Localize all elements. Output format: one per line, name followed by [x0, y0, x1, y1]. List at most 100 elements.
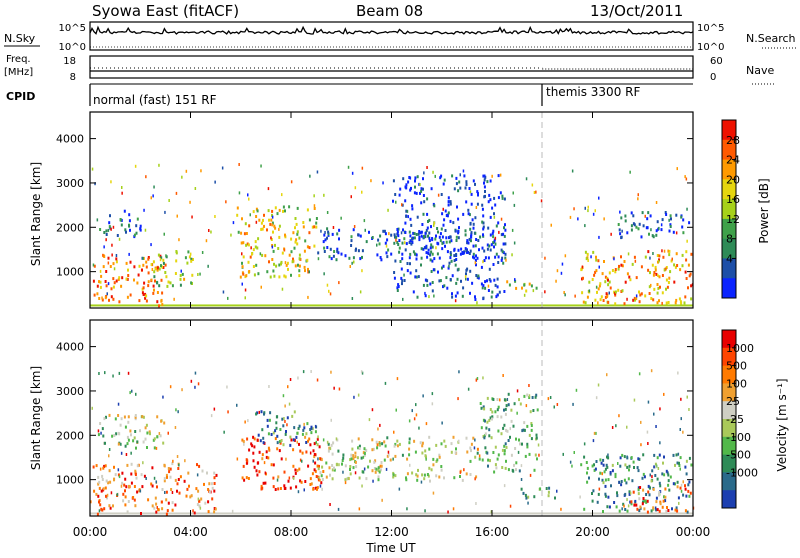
power-cell	[323, 250, 326, 253]
freq-tick-bottom: 8	[70, 72, 76, 83]
velocity-cell	[151, 466, 154, 470]
power-ylabel: Slant Range [km]	[29, 162, 43, 266]
velocity-cell	[208, 490, 211, 494]
velocity-cell	[195, 487, 198, 491]
power-cell	[680, 215, 683, 219]
velocity-cell	[132, 496, 135, 499]
velocity-cell	[510, 419, 513, 423]
velocity-noise-cell	[516, 389, 519, 393]
velocity-cell	[256, 438, 259, 442]
velocity-cell	[267, 456, 270, 460]
velocity-cell	[316, 464, 319, 468]
velocity-cell	[421, 473, 424, 477]
power-cell	[266, 270, 269, 274]
power-cell	[493, 240, 496, 244]
velocity-cell	[253, 437, 256, 441]
velocity-cell	[177, 467, 180, 470]
power-noise-cell	[531, 183, 534, 187]
power-noise-cell	[313, 204, 316, 208]
power-cell	[503, 234, 506, 238]
power-noise-cell	[403, 273, 405, 277]
velocity-cell	[97, 475, 100, 479]
velocity-noise-cell	[396, 377, 399, 381]
power-cell	[665, 301, 668, 305]
power-cell	[323, 233, 326, 237]
velocity-cell	[108, 413, 111, 417]
power-noise-cell	[544, 290, 546, 294]
power-noise-cell	[361, 269, 363, 273]
velocity-cell	[637, 457, 640, 461]
velocity-noise-cell	[284, 404, 286, 408]
velocity-cell	[210, 482, 213, 486]
power-cell	[422, 194, 425, 197]
power-cell	[258, 218, 261, 222]
velocity-cell	[625, 481, 628, 485]
power-cell	[449, 219, 452, 223]
power-heatmap	[90, 163, 694, 308]
velocity-cell	[142, 415, 145, 419]
power-cell	[489, 198, 492, 202]
velocity-cell	[279, 428, 282, 431]
power-cell	[482, 221, 485, 225]
power-cell	[470, 235, 473, 239]
power-cell	[405, 242, 408, 246]
velocity-cell	[405, 478, 408, 482]
power-cell	[379, 234, 382, 238]
power-noise-cell	[207, 264, 209, 268]
velocity-cell	[104, 464, 107, 468]
power-cell	[584, 301, 587, 305]
power-noise-cell	[328, 289, 330, 293]
power-cell	[242, 241, 245, 245]
power-cell	[408, 230, 411, 234]
power-noise-cell	[173, 297, 175, 301]
velocity-noise-cell	[651, 475, 653, 479]
velocity-cell	[440, 465, 443, 468]
power-noise-cell	[511, 228, 514, 232]
power-cell	[420, 256, 423, 260]
velocity-cell	[454, 451, 457, 455]
velocity-noise-cell	[607, 453, 609, 457]
power-noise-cell	[353, 225, 356, 228]
power-ytick-label: 2000	[56, 221, 84, 234]
velocity-cell	[539, 487, 542, 491]
power-cell	[405, 214, 408, 218]
velocity-cell	[108, 504, 111, 508]
power-cell	[422, 177, 424, 181]
velocity-noise-cell	[100, 431, 102, 435]
velocity-noise-cell	[360, 370, 363, 374]
power-cell	[296, 242, 299, 246]
velocity-noise-cell	[176, 455, 179, 458]
velocity-noise-cell	[398, 487, 401, 491]
power-cell	[153, 275, 156, 279]
power-noise-cell	[650, 228, 652, 232]
power-noise-cell	[101, 296, 103, 300]
power-noise-cell	[232, 221, 235, 225]
power-cell	[472, 179, 475, 183]
power-noise-cell	[465, 277, 467, 281]
power-noise-cell	[686, 207, 688, 211]
velocity-cell	[373, 460, 376, 464]
power-noise-cell	[194, 187, 197, 190]
velocity-cell	[140, 512, 142, 515]
power-cell	[460, 279, 462, 283]
velocity-cell	[102, 434, 105, 438]
velocity-noise-cell	[127, 371, 130, 375]
velocity-noise-cell	[452, 507, 455, 511]
power-cell	[620, 216, 623, 220]
x-axis-label: Time UT	[365, 541, 416, 554]
power-cell	[272, 249, 275, 253]
velocity-cell	[674, 508, 677, 512]
power-noise-cell	[92, 263, 95, 267]
velocity-cell	[679, 456, 682, 460]
power-noise-cell	[189, 252, 192, 256]
velocity-noise-cell	[287, 385, 289, 389]
velocity-noise-cell	[432, 491, 435, 495]
velocity-cell	[196, 463, 198, 467]
power-noise-cell	[613, 257, 615, 261]
velocity-noise-cell	[288, 476, 291, 480]
velocity-cell	[284, 432, 287, 436]
power-cell	[483, 174, 486, 178]
velocity-cell	[406, 472, 409, 476]
velocity-cell	[501, 466, 504, 469]
velocity-noise-cell	[529, 473, 532, 477]
